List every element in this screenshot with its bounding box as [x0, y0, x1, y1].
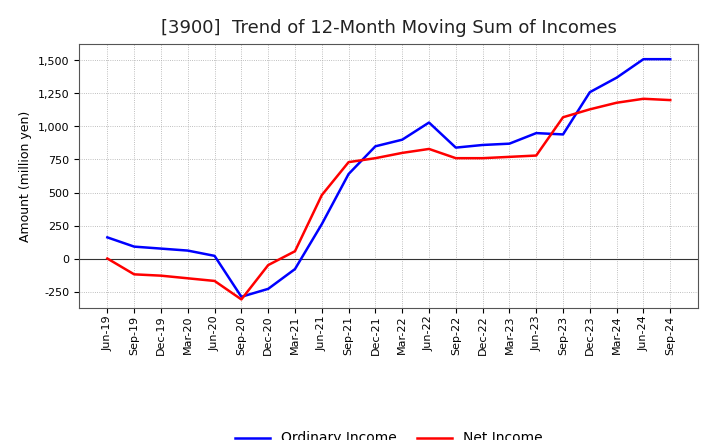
Ordinary Income [666, 56, 675, 62]
Ordinary Income [371, 143, 379, 149]
Ordinary Income [264, 286, 272, 292]
Net Income [237, 297, 246, 302]
Ordinary Income [103, 235, 112, 240]
Ordinary Income [559, 132, 567, 137]
Net Income [505, 154, 514, 159]
Ordinary Income [237, 294, 246, 300]
Ordinary Income [532, 130, 541, 136]
Net Income [478, 155, 487, 161]
Net Income [371, 155, 379, 161]
Ordinary Income [478, 142, 487, 147]
Ordinary Income [425, 120, 433, 125]
Net Income [210, 279, 219, 284]
Net Income [344, 160, 353, 165]
Ordinary Income [585, 89, 594, 95]
Net Income [451, 155, 460, 161]
Net Income [559, 115, 567, 120]
Net Income [318, 193, 326, 198]
Net Income [612, 100, 621, 105]
Net Income [184, 275, 192, 281]
Ordinary Income [398, 137, 407, 143]
Net Income [264, 262, 272, 268]
Net Income [398, 150, 407, 156]
Net Income [639, 96, 648, 101]
Ordinary Income [612, 75, 621, 80]
Ordinary Income [344, 171, 353, 176]
Ordinary Income [291, 267, 300, 272]
Y-axis label: Amount (million yen): Amount (million yen) [19, 110, 32, 242]
Ordinary Income [639, 56, 648, 62]
Ordinary Income [210, 253, 219, 259]
Title: [3900]  Trend of 12-Month Moving Sum of Incomes: [3900] Trend of 12-Month Moving Sum of I… [161, 19, 617, 37]
Net Income [666, 97, 675, 103]
Net Income [130, 271, 138, 277]
Line: Ordinary Income: Ordinary Income [107, 59, 670, 297]
Net Income [291, 249, 300, 254]
Ordinary Income [184, 248, 192, 253]
Net Income [103, 256, 112, 261]
Net Income [157, 273, 166, 279]
Ordinary Income [451, 145, 460, 150]
Legend: Ordinary Income, Net Income: Ordinary Income, Net Income [229, 426, 549, 440]
Line: Net Income: Net Income [107, 99, 670, 300]
Ordinary Income [130, 244, 138, 249]
Ordinary Income [505, 141, 514, 146]
Net Income [585, 106, 594, 112]
Net Income [532, 153, 541, 158]
Ordinary Income [318, 222, 326, 227]
Net Income [425, 146, 433, 151]
Ordinary Income [157, 246, 166, 251]
